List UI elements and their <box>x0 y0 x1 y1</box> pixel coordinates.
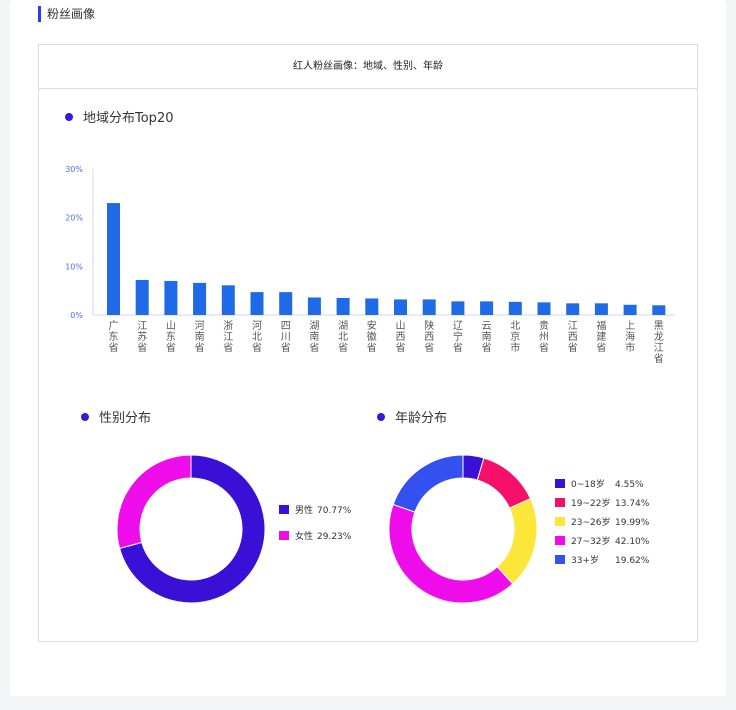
legend-swatch <box>555 498 565 507</box>
bar <box>508 301 522 315</box>
legend-value: 13.74% <box>615 499 650 509</box>
bar <box>307 297 321 315</box>
bar <box>193 282 207 315</box>
x-category-label: 黑龙江省 <box>654 320 664 365</box>
legend-label: 19~22岁 <box>571 497 610 509</box>
x-category-label: 陕西省 <box>424 319 434 354</box>
region-title-text: 地域分布Top20 <box>83 111 174 126</box>
y-tick-label: 20% <box>65 214 83 223</box>
bar <box>623 304 637 315</box>
legend-swatch <box>279 505 289 514</box>
bar <box>107 203 120 315</box>
pie-slice <box>496 498 538 585</box>
legend-label: 0~18岁 <box>571 478 605 490</box>
gender-donut-chart: 男性 70.77% 女性 29.23% <box>116 454 352 604</box>
x-category-label: 山东省 <box>166 320 176 354</box>
bullet-dot-icon <box>377 413 385 421</box>
bar <box>279 292 293 315</box>
y-tick-label: 10% <box>65 262 83 271</box>
x-category-label: 河南省 <box>195 320 205 354</box>
pie-slice <box>118 454 266 604</box>
legend-swatch <box>555 517 565 526</box>
gender-title: 性别分布 <box>81 411 151 427</box>
legend-label: 男性 <box>295 504 313 516</box>
bar <box>221 285 235 315</box>
legend-swatch <box>279 531 289 540</box>
legend-swatch <box>555 479 565 488</box>
pie-slice <box>388 503 514 604</box>
bar <box>566 303 580 315</box>
page: 粉丝画像 红人粉丝画像：地域、性别、年龄 地域分布Top20 0% 10% 20% 3… <box>10 0 726 696</box>
x-category-label: 贵州省 <box>539 319 549 354</box>
bar <box>365 298 379 315</box>
x-category-label: 山西省 <box>396 320 406 354</box>
pie-slice <box>476 457 532 509</box>
bar <box>480 301 494 315</box>
legend-label: 23~26岁 <box>571 516 610 528</box>
x-category-label: 江西省 <box>568 320 578 354</box>
x-category-label: 河北省 <box>252 320 262 354</box>
x-category-label: 广东省 <box>109 320 119 354</box>
legend-swatch <box>555 555 565 564</box>
gender-title-text: 性别分布 <box>99 411 152 426</box>
age-title-text: 年龄分布 <box>395 411 448 426</box>
region-bar-chart: 0% 10% 20% 30% 广东省 江苏省 山东省 河南省 浙江省 河北省 四川省 湖南省 湖北省 安徽… <box>65 165 675 365</box>
bar <box>652 305 666 315</box>
x-category-label: 辽宁省 <box>453 320 463 354</box>
pie-slice <box>116 454 192 550</box>
bar <box>135 279 149 315</box>
bar <box>394 299 407 315</box>
region-title: 地域分布Top20 <box>65 111 173 127</box>
x-category-label: 湖北省 <box>338 320 348 354</box>
bar <box>250 292 264 315</box>
x-category-label: 上海市 <box>625 320 635 354</box>
legend-value: 4.55% <box>615 480 644 490</box>
x-category-label: 云南省 <box>482 321 492 354</box>
legend-value: 42.10% <box>615 537 650 547</box>
bar <box>336 297 350 315</box>
legend-label: 27~32岁 <box>571 535 610 547</box>
bullet-dot-icon <box>65 113 73 121</box>
fan-portrait-card: 红人粉丝画像：地域、性别、年龄 地域分布Top20 0% 10% 20% 30% 广东省… <box>38 44 698 642</box>
x-category-label: 安徽省 <box>367 319 377 354</box>
card-title: 红人粉丝画像：地域、性别、年龄 <box>39 45 697 89</box>
age-title: 年龄分布 <box>377 411 447 427</box>
legend-value: 29.23% <box>317 532 352 542</box>
bar <box>537 302 551 315</box>
legend-value: 70.77% <box>317 506 352 516</box>
legend-label: 女性 <box>295 530 313 542</box>
y-tick-label: 0% <box>70 311 83 320</box>
bar <box>451 301 465 315</box>
y-tick-label: 30% <box>65 165 83 174</box>
bullet-dot-icon <box>81 413 89 421</box>
legend-value: 19.99% <box>615 518 650 528</box>
pie-slice <box>392 454 464 513</box>
bar <box>594 303 608 315</box>
legend-label: 33+岁 <box>571 554 599 566</box>
bar <box>164 280 178 315</box>
legend-value: 19.62% <box>615 556 650 566</box>
x-category-label: 浙江省 <box>223 320 233 354</box>
x-category-label: 四川省 <box>281 321 291 354</box>
x-category-label: 北京市 <box>510 320 520 354</box>
x-category-label: 江苏省 <box>137 320 147 354</box>
x-category-label: 福建省 <box>596 319 606 354</box>
section-title: 粉丝画像 <box>38 6 95 22</box>
age-donut-chart: 0~18岁 4.55% 19~22岁 13.74% 23~26岁 19.99% 27~32岁… <box>388 454 650 604</box>
legend-swatch <box>555 536 565 545</box>
bar <box>422 299 436 315</box>
x-category-label: 湖南省 <box>309 320 319 354</box>
